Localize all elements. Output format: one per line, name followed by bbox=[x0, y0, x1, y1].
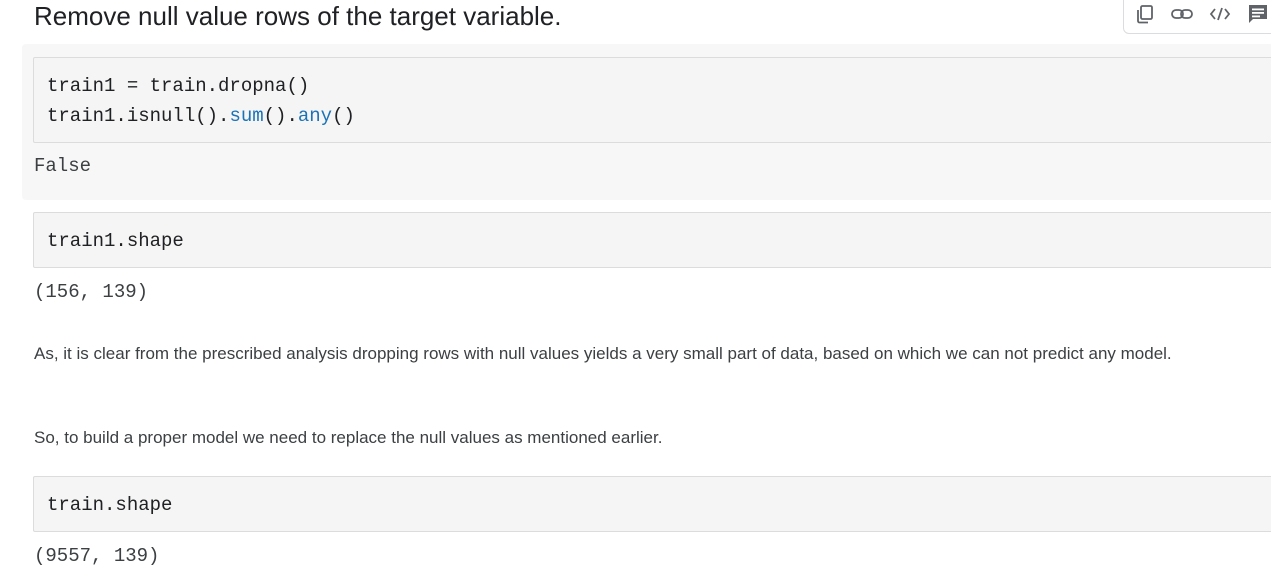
code-line: train.shape bbox=[47, 494, 173, 516]
markdown-paragraph: So, to build a proper model we need to r… bbox=[34, 428, 663, 447]
cell-output: (9557, 139) bbox=[34, 545, 160, 567]
link-icon[interactable] bbox=[1170, 3, 1194, 25]
cell-toolbar bbox=[1123, 0, 1271, 34]
code-icon[interactable] bbox=[1208, 3, 1232, 25]
code-line: train1.isnull().sum().any() bbox=[47, 105, 355, 127]
cell-output: False bbox=[34, 155, 92, 177]
code-cell-dropna[interactable]: train1 = train.dropna() train1.isnull().… bbox=[33, 57, 1271, 143]
cell-output: (156, 139) bbox=[34, 281, 149, 303]
code-line: train1.shape bbox=[47, 230, 184, 252]
markdown-paragraph: As, it is clear from the prescribed anal… bbox=[34, 344, 1172, 363]
comment-icon[interactable] bbox=[1246, 2, 1270, 26]
markdown-heading: Remove null value rows of the target var… bbox=[34, 1, 562, 31]
code-line: train1 = train.dropna() bbox=[47, 75, 310, 97]
any-function: any bbox=[297, 105, 333, 127]
copy-icon[interactable] bbox=[1134, 3, 1156, 25]
code-cell-train1-shape[interactable]: train1.shape bbox=[33, 212, 1271, 268]
sum-function: sum bbox=[229, 105, 264, 127]
code-cell-train-shape[interactable]: train.shape bbox=[33, 476, 1271, 532]
